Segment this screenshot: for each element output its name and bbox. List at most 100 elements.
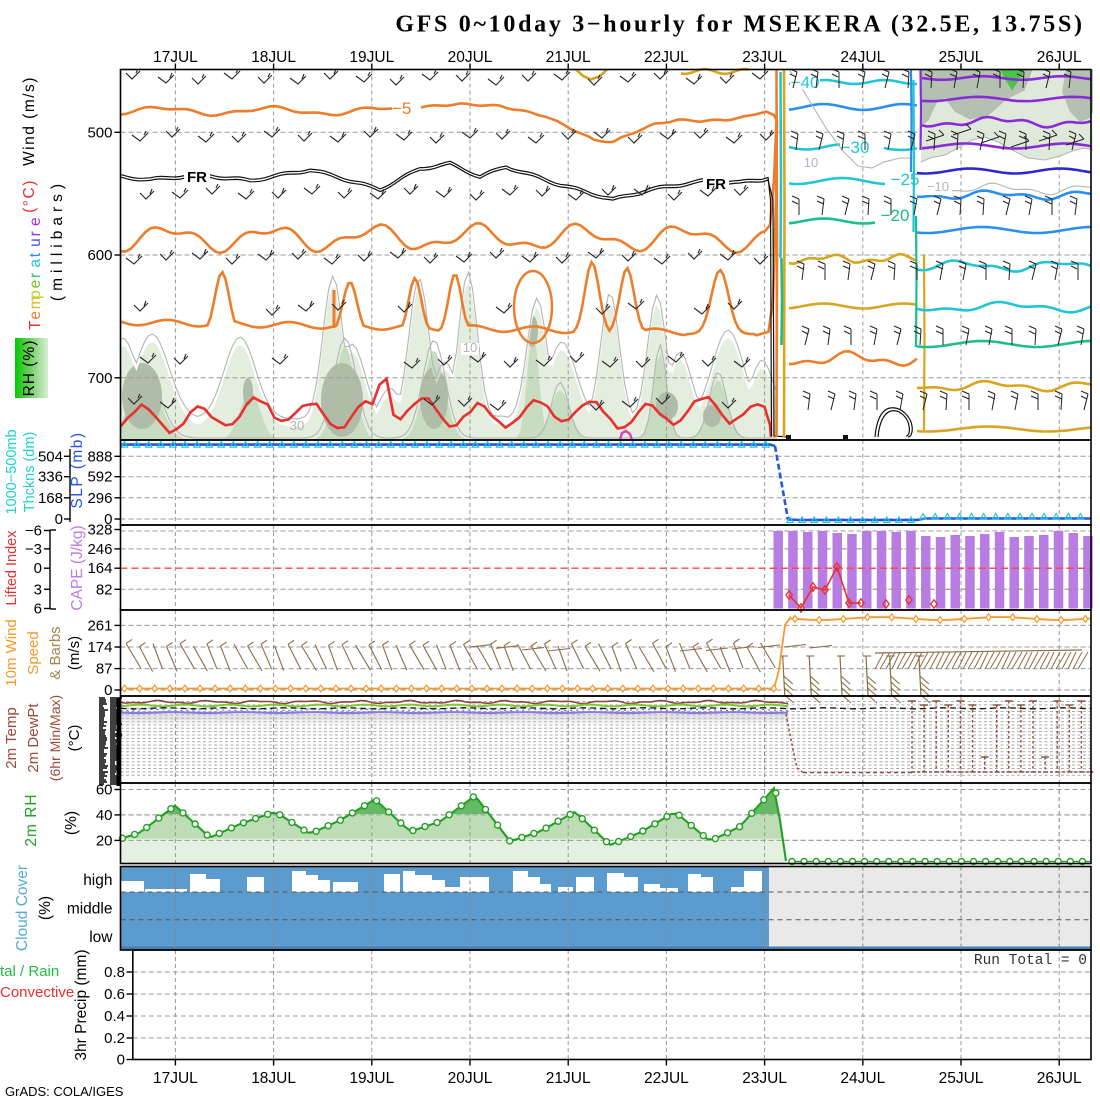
svg-text:0.6: 0.6 [104,986,125,1003]
svg-text:700: 700 [87,370,112,387]
svg-text:168: 168 [38,490,63,507]
svg-text:Cloud Cover: Cloud Cover [14,865,31,951]
svg-text:u: u [27,238,44,247]
svg-text:−10: −10 [927,179,949,194]
svg-text:e: e [27,280,44,289]
svg-text:0.4: 0.4 [104,1008,125,1025]
svg-text:high: high [83,872,112,889]
svg-text:r: r [27,273,44,278]
svg-text:−25: −25 [891,170,920,189]
svg-text:(%): (%) [37,896,54,920]
svg-text:24JUL: 24JUL [840,1070,885,1087]
svg-text:328: 328 [87,522,112,539]
svg-text:2m Temp: 2m Temp [3,707,20,768]
svg-text:−40: −40 [791,73,820,92]
svg-text:−20: −20 [881,206,910,225]
svg-text:0.8: 0.8 [104,964,125,981]
svg-text:0: 0 [117,1052,125,1069]
svg-text:0.2: 0.2 [104,1030,125,1047]
svg-text:40: 40 [96,807,113,824]
svg-text:0: 0 [34,560,42,577]
svg-text:−5: −5 [392,99,411,118]
svg-text:6: 6 [34,601,42,618]
svg-text:19JUL: 19JUL [349,1070,394,1087]
svg-text:296: 296 [87,490,112,507]
svg-text:22JUL: 22JUL [644,49,689,66]
svg-text:20: 20 [96,832,113,849]
svg-text:19JUL: 19JUL [349,49,394,66]
svg-text:p: p [27,290,44,299]
svg-text:CAPE (J/kg): CAPE (J/kg) [69,525,86,610]
svg-text:246: 246 [87,541,112,558]
svg-text:87: 87 [96,661,113,678]
svg-text:500: 500 [87,124,112,141]
svg-text:FR: FR [187,169,207,186]
svg-text:& Barbs: & Barbs [47,626,64,679]
svg-text:Wind (m/s): Wind (m/s) [21,76,38,166]
svg-text:GFS 0~10day 3−hourly for MSEKE: GFS 0~10day 3−hourly for MSEKERA (32.5E,… [395,12,1084,38]
svg-text:Thckns (dm): Thckns (dm) [22,432,38,513]
svg-text:10: 10 [804,155,818,170]
svg-text:e: e [27,311,44,320]
svg-text:82: 82 [96,581,113,598]
svg-text:164: 164 [87,560,112,577]
svg-text:22JUL: 22JUL [644,1070,689,1087]
svg-text:Speed: Speed [25,631,42,674]
svg-text:t: t [27,252,44,257]
svg-text:1000−500mb: 1000−500mb [4,429,20,514]
svg-text:592: 592 [87,469,112,486]
svg-text:10m Wind: 10m Wind [3,619,20,687]
svg-text:(%): (%) [63,811,80,835]
svg-text:−3: −3 [25,541,42,558]
svg-text:a: a [27,259,44,268]
svg-text:GrADS: COLA/IGES: GrADS: COLA/IGES [5,1084,124,1099]
svg-text:Run Total = 0: Run Total = 0 [974,953,1087,969]
svg-text:low: low [89,929,113,946]
svg-text:261: 261 [87,617,112,634]
svg-text:(°C): (°C) [21,179,38,213]
svg-text:e: e [27,217,44,226]
svg-text:336: 336 [38,469,63,486]
svg-text:Lifted Index: Lifted Index [4,530,20,606]
svg-text:888: 888 [87,448,112,465]
svg-text:tal / Rain: tal / Rain [0,963,59,980]
svg-text:SLP (mb): SLP (mb) [69,431,86,508]
svg-text:30: 30 [290,418,304,433]
svg-text:Convective: Convective [0,984,74,1001]
svg-text:2m DewPt: 2m DewPt [25,703,42,773]
svg-text:18JUL: 18JUL [251,1070,296,1087]
svg-text:17JUL: 17JUL [153,49,198,66]
svg-text:3hr Precip (mm): 3hr Precip (mm) [73,949,90,1060]
svg-text:23JUL: 23JUL [742,1070,787,1087]
svg-text:0: 0 [104,682,112,699]
svg-text:25JUL: 25JUL [939,1070,984,1087]
svg-text:0: 0 [104,511,112,528]
svg-text:(millibars): (millibars) [49,179,66,301]
svg-text:504: 504 [38,448,63,465]
svg-text:60: 60 [96,782,113,799]
svg-text:20JUL: 20JUL [448,1070,493,1087]
svg-text:3: 3 [34,581,42,598]
svg-text:(°C): (°C) [66,725,83,752]
svg-text:17JUL: 17JUL [153,1070,198,1087]
svg-text:21JUL: 21JUL [546,1070,591,1087]
svg-text:26JUL: 26JUL [1037,49,1082,66]
svg-text:174: 174 [87,639,112,656]
svg-text:m: m [27,296,44,309]
svg-text:2m RH: 2m RH [23,793,40,846]
svg-text:0: 0 [55,511,63,528]
svg-text:23JUL: 23JUL [742,49,787,66]
svg-text:RH (%): RH (%) [21,340,38,397]
svg-text:(m/s): (m/s) [66,636,83,670]
svg-text:600: 600 [87,247,112,264]
svg-text:20JUL: 20JUL [448,49,493,66]
svg-text:−6: −6 [25,523,42,540]
svg-text:middle: middle [67,901,113,918]
svg-text:25JUL: 25JUL [939,49,984,66]
svg-text:FR: FR [706,176,726,193]
svg-text:10: 10 [463,340,477,355]
svg-text:r: r [27,231,44,236]
svg-text:18JUL: 18JUL [251,49,296,66]
svg-text:26JUL: 26JUL [1037,1070,1082,1087]
svg-text:T: T [27,320,44,330]
